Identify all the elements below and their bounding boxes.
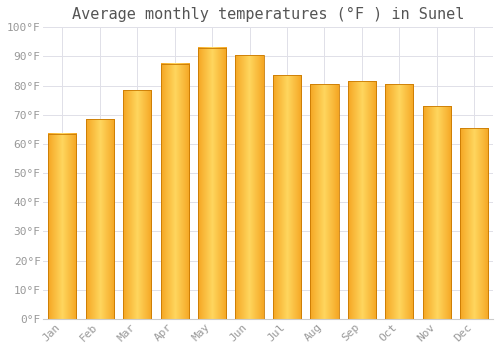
Bar <box>236 55 264 319</box>
Bar <box>86 119 114 319</box>
Bar <box>273 75 301 319</box>
Bar <box>198 48 226 319</box>
Bar <box>123 90 151 319</box>
Bar <box>310 84 338 319</box>
Bar <box>48 134 76 319</box>
Bar <box>348 81 376 319</box>
Bar <box>423 106 451 319</box>
Bar <box>386 84 413 319</box>
Bar <box>160 64 188 319</box>
Title: Average monthly temperatures (°F ) in Sunel: Average monthly temperatures (°F ) in Su… <box>72 7 464 22</box>
Bar <box>460 128 488 319</box>
